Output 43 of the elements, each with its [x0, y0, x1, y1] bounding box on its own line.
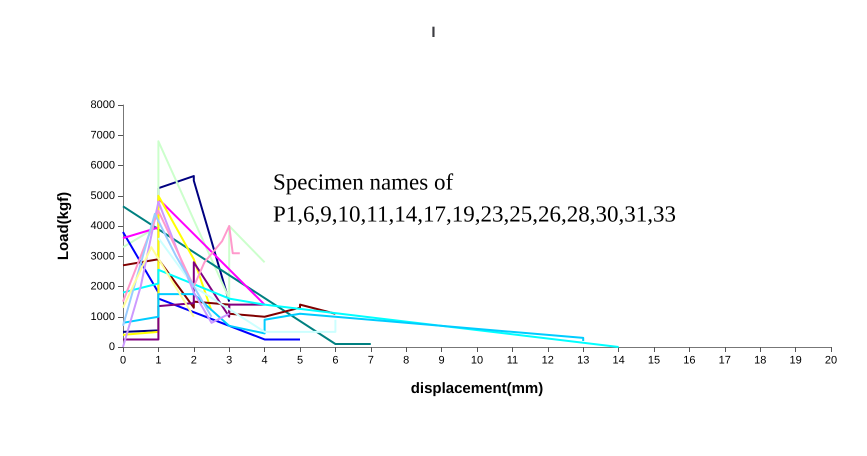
line-series — [122, 140, 266, 300]
y-tick-label: 8000 — [90, 99, 115, 111]
y-tick-label: 1000 — [90, 310, 115, 323]
x-tick-label: 4 — [262, 354, 268, 366]
x-tick-label: 3 — [226, 354, 232, 366]
y-axis-title: Load(kgf) — [55, 192, 72, 260]
y-tick-label: 4000 — [90, 220, 115, 232]
x-tick-label: 10 — [470, 354, 484, 366]
y-tick-label: 2000 — [90, 280, 115, 292]
x-tick-label: 18 — [754, 354, 766, 366]
x-tick-label: 13 — [577, 354, 590, 366]
y-tick-label: 7000 — [90, 129, 115, 142]
x-tick-label: 15 — [648, 354, 660, 366]
y-tick-label: 6000 — [90, 160, 115, 172]
line-series — [122, 210, 241, 303]
x-tick-label: 9 — [438, 354, 445, 366]
line-series — [122, 293, 584, 342]
x-tick-label: 8 — [403, 354, 410, 366]
x-tick-label: 12 — [542, 354, 554, 366]
x-tick-label: 16 — [683, 354, 696, 366]
y-tick-label: 3000 — [90, 250, 115, 262]
line-series — [122, 200, 230, 348]
line-series — [122, 231, 301, 340]
x-tick-label: 0 — [120, 354, 126, 366]
x-tick-label: 14 — [612, 354, 625, 366]
x-tick-label: 11 — [506, 354, 518, 366]
chart-title: I — [431, 24, 436, 41]
y-tick-label: 5000 — [90, 190, 115, 202]
line-series — [122, 212, 212, 327]
x-tick-label: 7 — [368, 354, 374, 366]
x-tick-label: 6 — [332, 354, 338, 366]
line-series — [122, 258, 336, 318]
line-series — [157, 237, 336, 333]
x-tick-label: 17 — [718, 354, 731, 366]
line-series — [122, 268, 620, 348]
x-tick-label: 19 — [789, 354, 802, 366]
x-tick-label: 20 — [824, 354, 838, 366]
x-tick-label: 5 — [296, 354, 304, 366]
y-tick-label: 0 — [108, 341, 115, 353]
annotation: Specimen names of P1,6,9,10,11,14,17,19,23,25,26,28,30,31,33 — [273, 170, 676, 226]
x-tick-label: 2 — [190, 354, 197, 366]
x-axis-title: displacement(mm) — [410, 380, 544, 397]
x-tick-label: 1 — [155, 354, 162, 366]
